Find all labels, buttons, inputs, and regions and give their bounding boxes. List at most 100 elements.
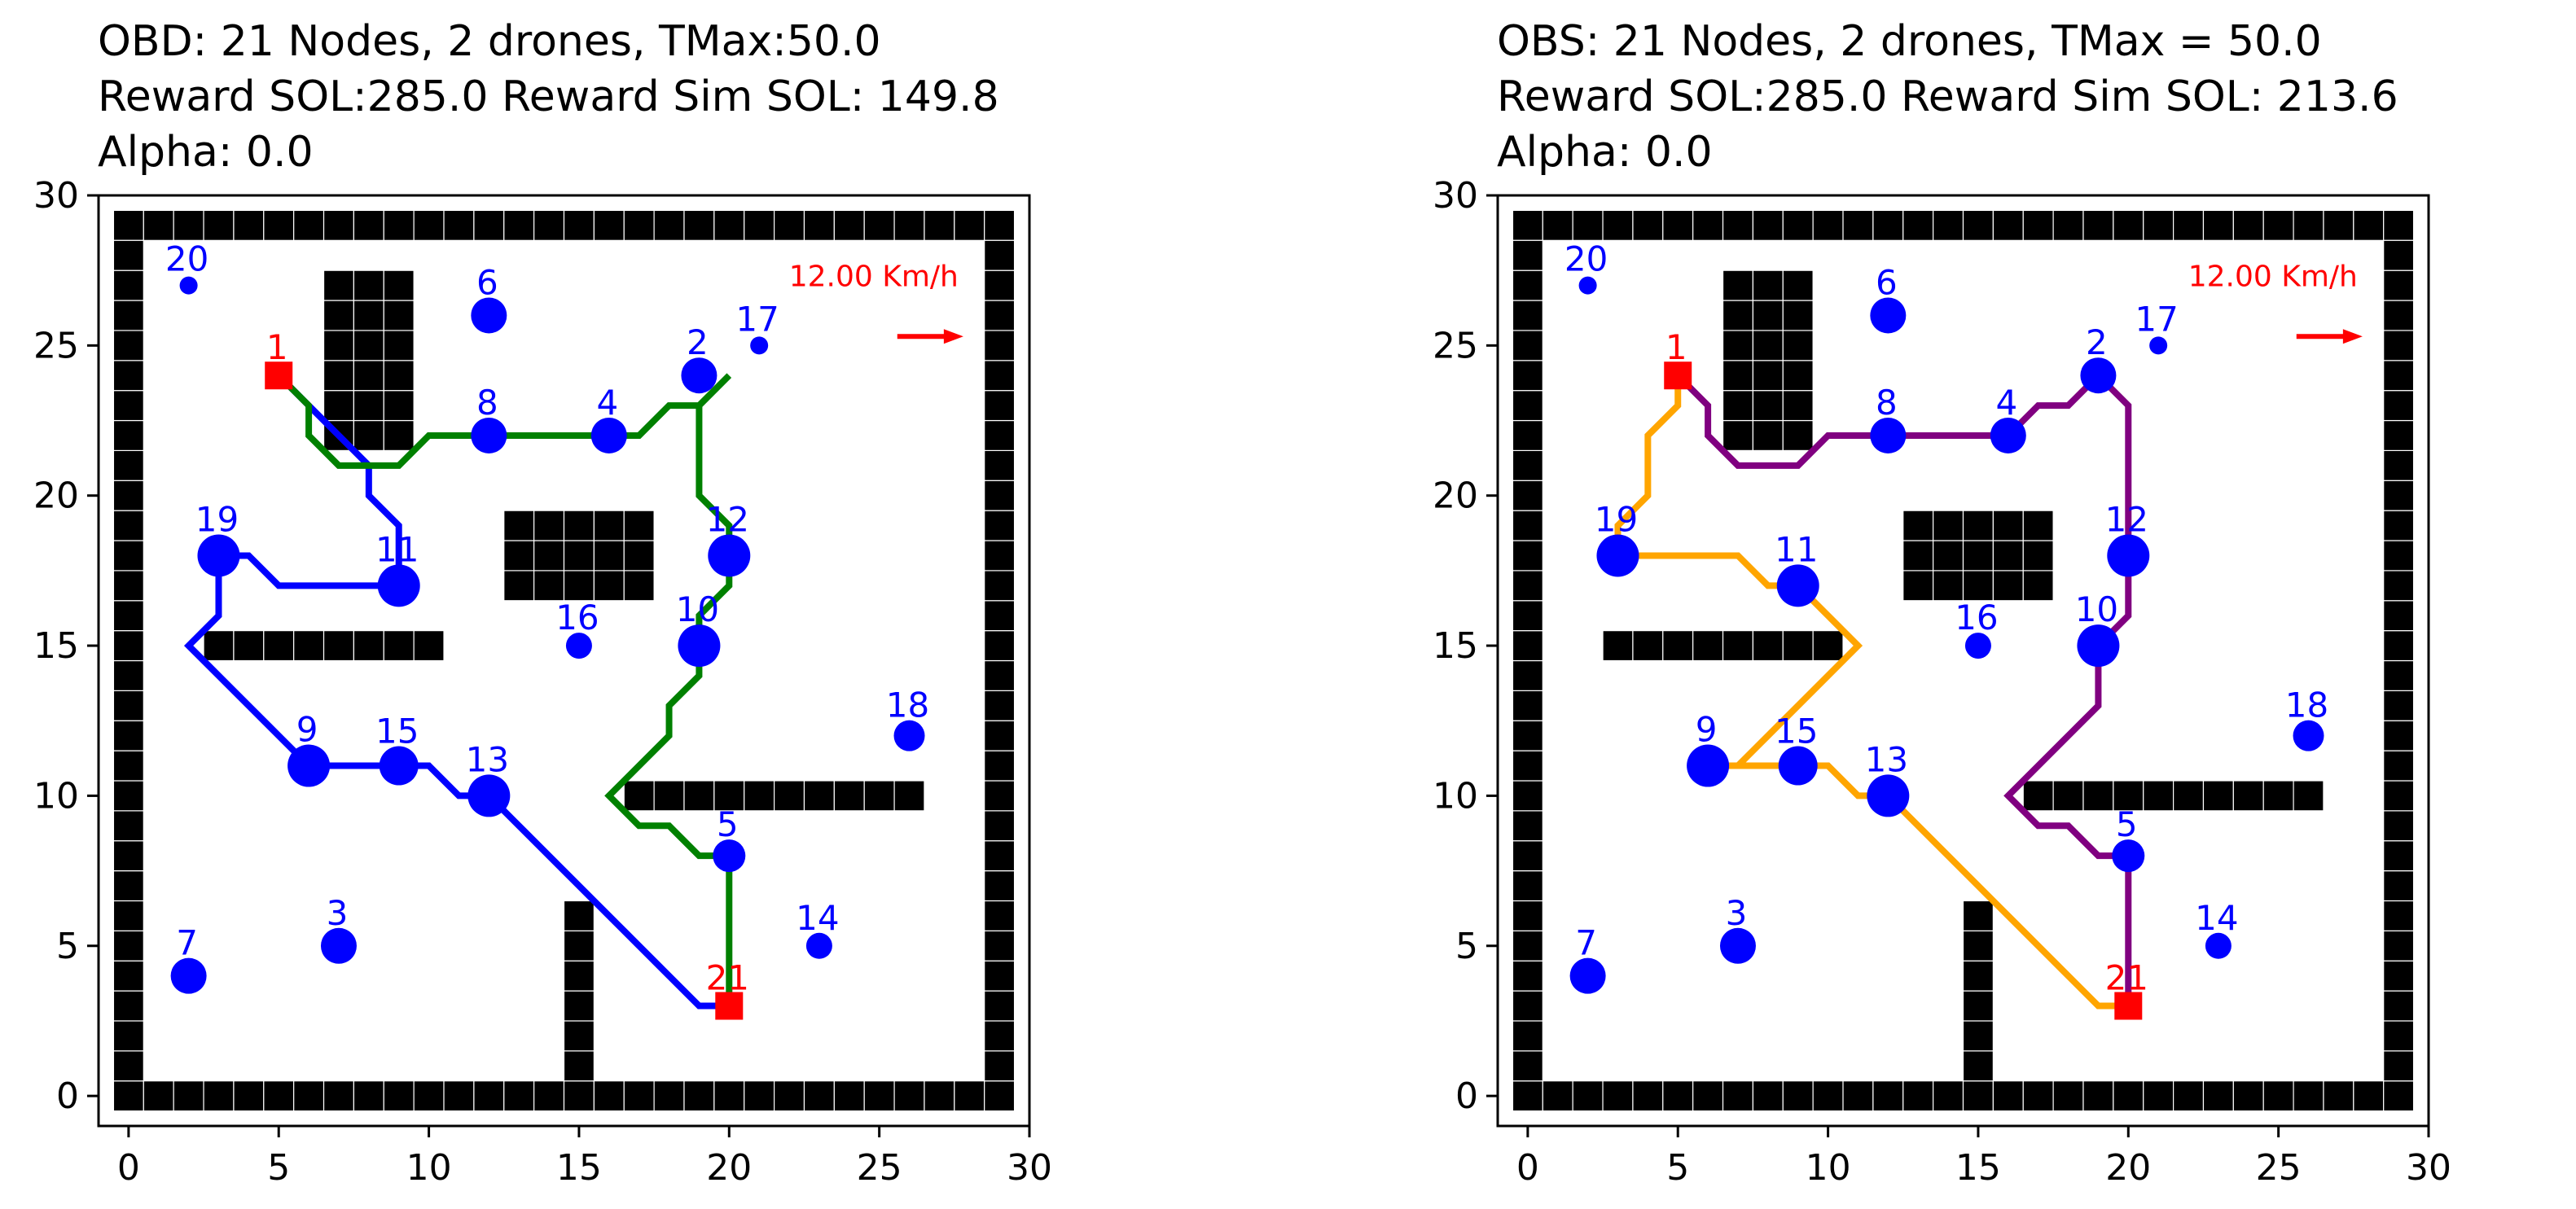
obstacle-cell bbox=[2022, 209, 2054, 241]
obstacle-cell bbox=[2383, 510, 2415, 541]
x-tick-label: 20 bbox=[706, 1147, 752, 1189]
obstacle-cell bbox=[143, 209, 174, 241]
obstacle-cell bbox=[323, 390, 355, 422]
node-label: 1 bbox=[1665, 327, 1687, 367]
obstacle-cell bbox=[623, 209, 655, 241]
obstacle-cell bbox=[984, 630, 1016, 662]
node-label: 21 bbox=[2105, 958, 2148, 998]
obstacle-cell bbox=[563, 209, 595, 241]
obstacle-cell bbox=[2143, 1080, 2174, 1112]
obstacle-cell bbox=[1992, 570, 2024, 602]
obstacle-cell bbox=[984, 209, 1016, 241]
obstacle-cell bbox=[1512, 780, 1543, 812]
obstacle-cell bbox=[593, 510, 625, 541]
obstacle-cell bbox=[1722, 209, 1754, 241]
obstacle-cell bbox=[984, 390, 1016, 422]
obstacle-cell bbox=[984, 870, 1016, 902]
obstacle-cell bbox=[323, 330, 355, 361]
obstacle-cell bbox=[383, 1080, 415, 1112]
chart-title-line-3: Alpha: 0.0 bbox=[1497, 128, 1713, 177]
node-label: 1 bbox=[266, 327, 288, 367]
obstacle-cell bbox=[1842, 1080, 1874, 1112]
x-tick-label: 30 bbox=[2406, 1147, 2451, 1189]
node-marker bbox=[708, 534, 751, 577]
wind-speed-label: 12.00 Km/h bbox=[789, 261, 959, 294]
obstacle-cell bbox=[2202, 209, 2234, 241]
obstacle-cell bbox=[833, 780, 865, 812]
node-marker bbox=[1964, 633, 1991, 659]
obstacle-cell bbox=[353, 269, 384, 301]
obstacle-cell bbox=[2383, 720, 2415, 751]
obstacle-cell bbox=[623, 1080, 655, 1112]
x-tick-label: 20 bbox=[2105, 1147, 2151, 1189]
obstacle-cell bbox=[203, 630, 235, 662]
y-tick-label: 15 bbox=[1433, 625, 1478, 667]
y-tick-label: 30 bbox=[1433, 175, 1478, 217]
node-marker bbox=[681, 357, 718, 394]
obstacle-cell bbox=[383, 330, 415, 361]
obstacle-cell bbox=[1782, 209, 1814, 241]
obstacle-cell bbox=[2052, 780, 2084, 812]
obstacle-cell bbox=[112, 360, 144, 392]
obstacle-cell bbox=[2383, 600, 2415, 632]
obstacle-cell bbox=[1933, 540, 1964, 572]
node-marker bbox=[377, 564, 420, 607]
node-marker bbox=[467, 774, 511, 817]
obstacle-cell bbox=[833, 209, 865, 241]
node-marker bbox=[197, 534, 240, 577]
chart-title-line-3: Alpha: 0.0 bbox=[98, 128, 314, 177]
obstacle-cell bbox=[2383, 990, 2415, 1022]
obstacle-cell bbox=[2052, 1080, 2084, 1112]
obstacle-cell bbox=[1992, 540, 2024, 572]
node-marker bbox=[2205, 932, 2232, 959]
obstacle-cell bbox=[1512, 419, 1543, 452]
obstacle-cell bbox=[2052, 209, 2084, 241]
obstacle-cell bbox=[984, 840, 1016, 872]
obstacle-cell bbox=[112, 1080, 144, 1112]
x-tick-label: 5 bbox=[267, 1147, 290, 1189]
obstacle-cell bbox=[233, 209, 265, 241]
obstacle-cell bbox=[1512, 720, 1543, 751]
obstacle-cell bbox=[2293, 209, 2324, 241]
node-marker bbox=[2077, 624, 2120, 668]
obstacle-cell bbox=[1842, 209, 1874, 241]
obstacle-cell bbox=[1662, 209, 1694, 241]
obstacle-cell bbox=[1962, 510, 1994, 541]
obstacle-cell bbox=[1512, 480, 1543, 511]
obstacle-cell bbox=[683, 209, 715, 241]
obstacle-cell bbox=[1722, 269, 1754, 301]
obstacle-cell bbox=[1512, 300, 1543, 331]
obstacle-cell bbox=[924, 209, 955, 241]
node-label: 15 bbox=[1775, 712, 1818, 751]
obstacle-cell bbox=[2022, 510, 2054, 541]
obstacle-cell bbox=[893, 780, 925, 812]
obstacle-cell bbox=[653, 780, 685, 812]
node-label: 21 bbox=[706, 958, 749, 998]
node-label: 14 bbox=[796, 898, 839, 938]
obstacle-cell bbox=[203, 1080, 235, 1112]
node-marker bbox=[320, 927, 357, 964]
obstacle-cell bbox=[143, 1080, 174, 1112]
node-marker bbox=[893, 720, 925, 751]
node-marker bbox=[471, 417, 507, 453]
obstacle-cell bbox=[1722, 419, 1754, 452]
obstacle-cell bbox=[623, 780, 655, 812]
obstacle-cell bbox=[2383, 750, 2415, 782]
obstacle-cell bbox=[2383, 780, 2415, 812]
node-marker bbox=[1870, 297, 1907, 334]
obstacle-cell bbox=[593, 570, 625, 602]
obstacle-cell bbox=[112, 570, 144, 602]
obstacle-cell bbox=[1752, 390, 1784, 422]
obstacle-cell bbox=[1512, 659, 1543, 691]
obstacle-cell bbox=[1512, 540, 1543, 572]
obstacle-cell bbox=[984, 300, 1016, 331]
obstacle-cell bbox=[1512, 449, 1543, 481]
obstacle-cell bbox=[803, 1080, 835, 1112]
obstacle-cell bbox=[1902, 540, 1934, 572]
obstacle-cell bbox=[1512, 1080, 1543, 1112]
node-marker bbox=[1569, 957, 1606, 994]
obstacle-cell bbox=[1962, 209, 1994, 241]
obstacle-cell bbox=[443, 1080, 475, 1112]
obstacle-cell bbox=[383, 360, 415, 392]
obstacle-cell bbox=[984, 960, 1016, 992]
